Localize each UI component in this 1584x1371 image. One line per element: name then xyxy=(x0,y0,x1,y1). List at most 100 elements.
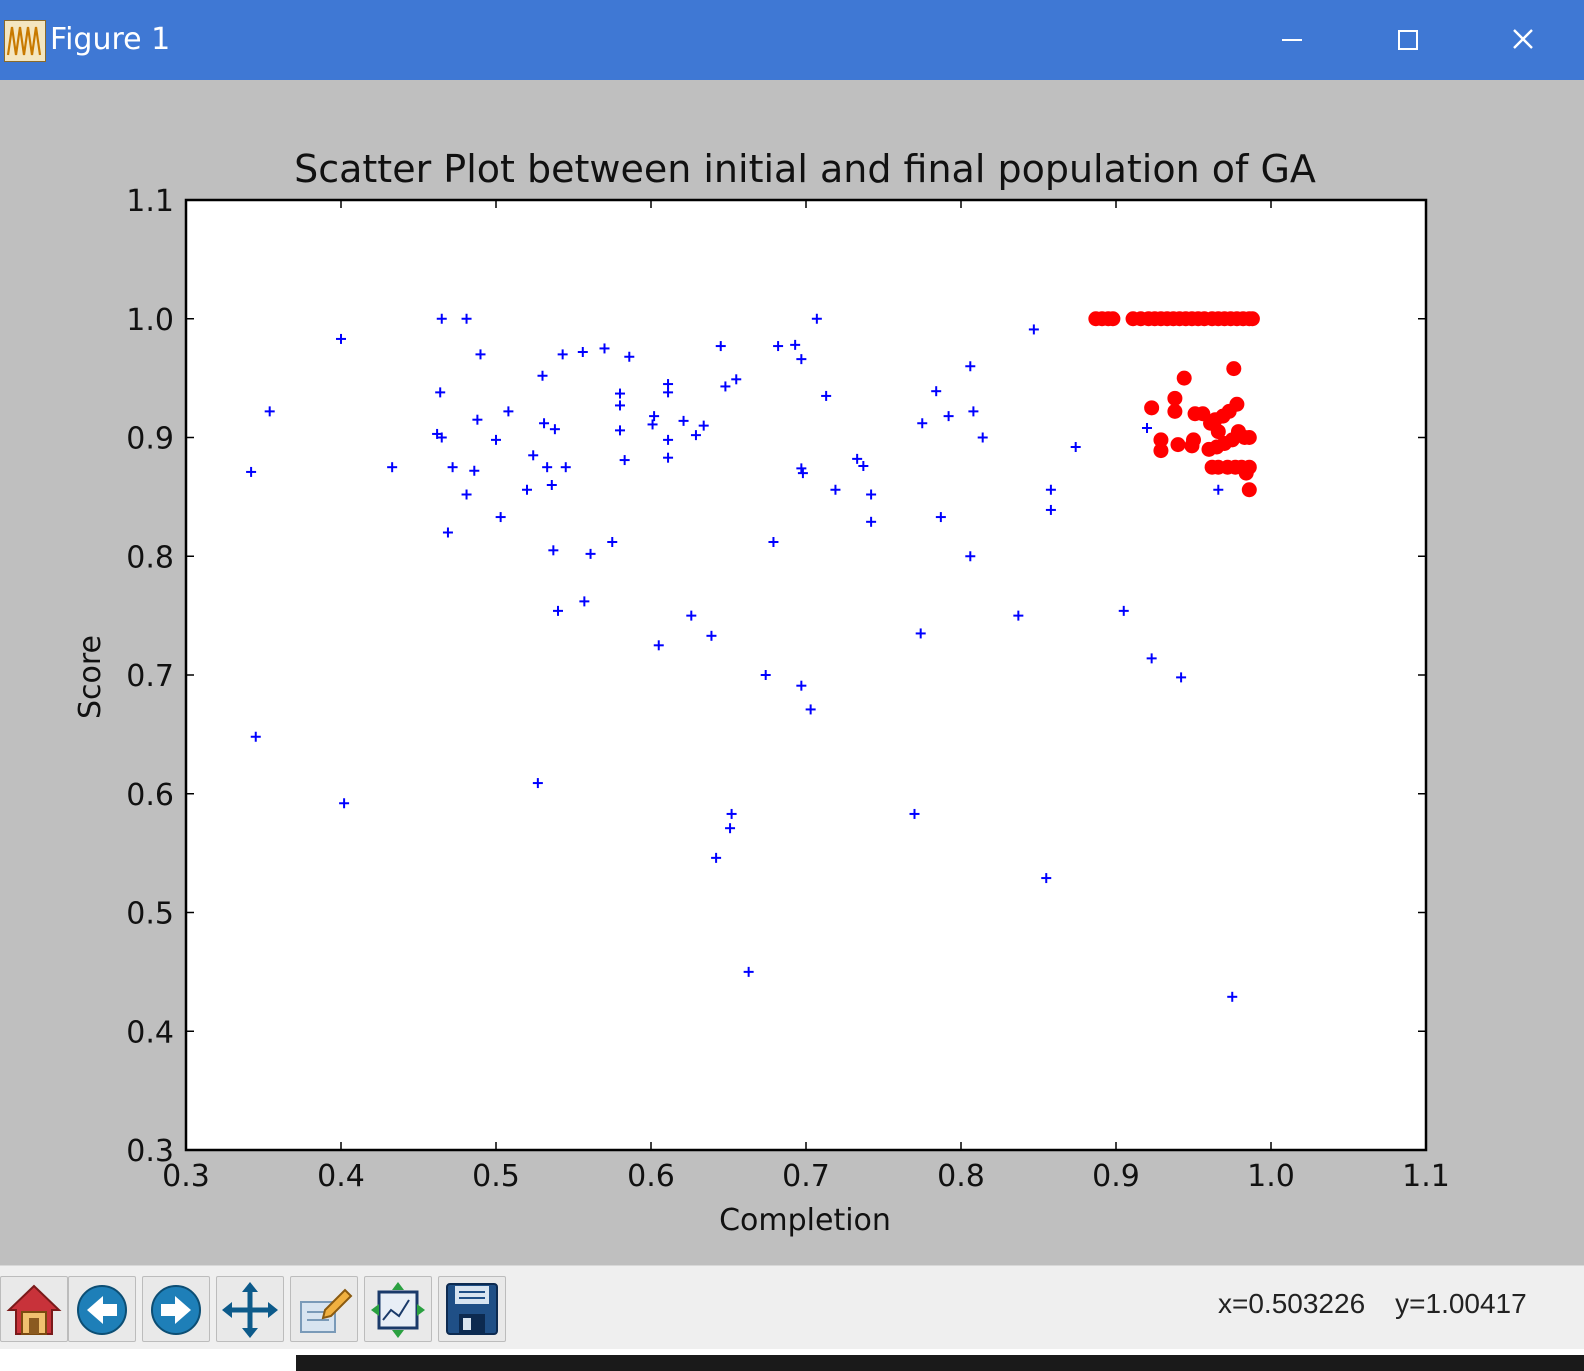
save-button[interactable] xyxy=(438,1276,506,1342)
x-axis-label: Completion xyxy=(719,1203,891,1238)
pan-button[interactable] xyxy=(216,1276,284,1342)
final-population-point xyxy=(1241,430,1257,445)
initial-population-point xyxy=(1176,672,1187,683)
x-tick-label: 0.7 xyxy=(782,1159,830,1194)
y-tick-label: 0.9 xyxy=(126,422,174,457)
axis-ticks xyxy=(185,199,1427,1151)
configure-subplots-icon xyxy=(300,1288,353,1333)
initial-population-point xyxy=(1028,324,1039,335)
initial-population-point xyxy=(461,313,472,324)
final-population-point xyxy=(1184,438,1200,454)
y-axis-label: Score xyxy=(73,635,108,719)
close-button[interactable] xyxy=(1494,14,1554,68)
initial-population-point xyxy=(653,640,664,651)
home-icon xyxy=(6,1284,62,1335)
initial-population-point xyxy=(915,628,926,639)
initial-population-point xyxy=(797,468,808,479)
initial-population-point xyxy=(585,548,596,559)
initial-population-point xyxy=(250,731,261,742)
zoom-rect-icon xyxy=(371,1282,425,1338)
initial-population-point xyxy=(436,432,447,443)
home-button[interactable] xyxy=(0,1276,68,1342)
final-population-point xyxy=(1241,482,1257,498)
initial-population-point xyxy=(447,462,458,473)
window-title: Figure 1 xyxy=(50,22,171,57)
initial-population-point xyxy=(624,351,635,362)
initial-population-point xyxy=(725,823,736,834)
initial-population-point xyxy=(965,361,976,372)
initial-population-point xyxy=(1142,423,1152,433)
y-tick-label: 0.4 xyxy=(126,1015,174,1050)
plot-area xyxy=(184,198,1428,1152)
initial-population-point xyxy=(1227,991,1238,1002)
title-bar: Figure 1 xyxy=(0,0,1584,80)
navigation-toolbar: x=0.503226 y=1.00417 xyxy=(0,1265,1584,1350)
final-population-point xyxy=(1153,443,1169,459)
initial-population-point xyxy=(542,462,553,473)
initial-population-point xyxy=(743,966,754,977)
initial-population-point xyxy=(336,333,346,344)
initial-population-point xyxy=(796,354,807,365)
initial-population-point xyxy=(615,400,625,411)
initial-population-point xyxy=(1118,605,1129,616)
initial-population-point xyxy=(706,630,717,641)
initial-population-point xyxy=(495,512,506,523)
initial-population-point xyxy=(1045,484,1056,495)
initial-population-point xyxy=(726,808,737,819)
initial-population-point xyxy=(599,343,610,354)
initial-population-point xyxy=(663,387,674,398)
x-tick-label: 1.1 xyxy=(1402,1159,1450,1194)
initial-population-point xyxy=(387,462,398,473)
initial-population-point xyxy=(866,516,877,527)
figure-canvas[interactable]: Scatter Plot between initial and final p… xyxy=(0,80,1584,1265)
initial-population-point xyxy=(579,596,590,607)
initial-population-point xyxy=(866,489,877,500)
initial-population-point xyxy=(830,484,841,495)
initial-population-point xyxy=(943,411,954,422)
x-tick-label: 0.5 xyxy=(472,1159,520,1194)
final-population-point xyxy=(1170,437,1186,453)
cursor-coordinates: x=0.503226 y=1.00417 xyxy=(1218,1288,1527,1320)
initial-population-point xyxy=(965,551,976,562)
configure-subplots-button[interactable] xyxy=(290,1276,358,1342)
initial-population-point xyxy=(931,386,942,397)
initial-population-point xyxy=(522,484,532,495)
initial-population-point xyxy=(690,430,701,441)
final-population-point xyxy=(1226,361,1242,377)
initial-population-point xyxy=(528,450,539,461)
y-tick-label: 0.7 xyxy=(126,659,174,694)
initial-population-point xyxy=(539,418,550,429)
y-tick-label: 0.5 xyxy=(126,897,174,932)
initial-population-point xyxy=(577,347,588,357)
minimize-button[interactable] xyxy=(1262,14,1322,68)
initial-population-point xyxy=(537,370,548,381)
final-population-point xyxy=(1201,441,1217,457)
initial-population-point xyxy=(557,349,568,360)
initial-population-point xyxy=(663,434,674,445)
initial-population-point xyxy=(663,452,674,463)
initial-population-point xyxy=(858,461,869,471)
initial-population-point xyxy=(796,463,807,474)
initial-population-point xyxy=(968,406,979,417)
data-points xyxy=(246,311,1260,1002)
final-population-point xyxy=(1241,459,1257,475)
back-button[interactable] xyxy=(68,1276,136,1342)
y-tick-label: 1.1 xyxy=(126,184,174,219)
y-tick-label: 0.3 xyxy=(126,1134,174,1169)
final-population-point xyxy=(1105,311,1121,327)
x-tick-label: 0.9 xyxy=(1092,1159,1140,1194)
initial-population-point xyxy=(503,406,514,417)
initial-population-point xyxy=(246,466,257,477)
final-population-point xyxy=(1176,370,1192,386)
forward-icon xyxy=(151,1285,201,1335)
initial-population-point xyxy=(1213,484,1224,495)
final-population-point xyxy=(1167,403,1183,419)
maximize-button[interactable] xyxy=(1378,14,1438,68)
zoom-rect-button[interactable] xyxy=(364,1276,432,1342)
initial-population-point xyxy=(1070,442,1081,452)
initial-population-point xyxy=(821,390,832,401)
initial-population-point xyxy=(469,465,480,476)
initial-population-point xyxy=(548,545,559,556)
forward-button[interactable] xyxy=(142,1276,210,1342)
initial-population-point xyxy=(560,462,571,473)
